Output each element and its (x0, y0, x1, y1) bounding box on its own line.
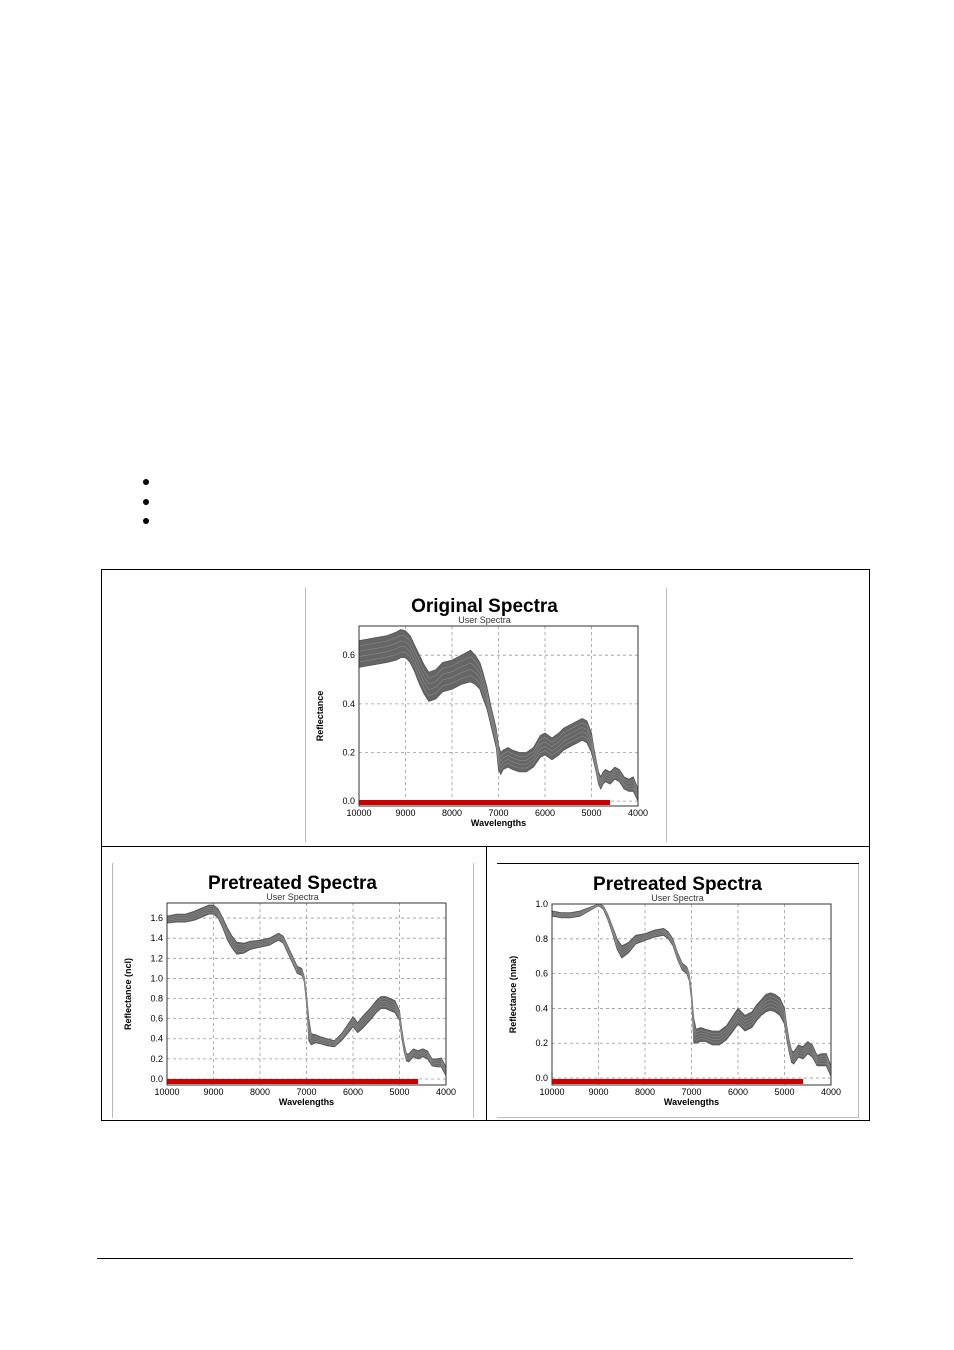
x-tick-label: 10000 (346, 808, 371, 818)
x-tick-label: 4000 (436, 1087, 456, 1097)
range-bar (552, 1079, 804, 1084)
x-tick-label: 6000 (343, 1087, 363, 1097)
spectrum-line (551, 904, 832, 1071)
x-tick-label: 6000 (728, 1087, 748, 1097)
y-tick-label: 0.6 (535, 969, 548, 979)
x-axis-label: Wavelengths (664, 1097, 719, 1107)
x-tick-label: 7000 (296, 1087, 316, 1097)
spectrum-line (166, 910, 447, 1073)
spectra-figure-table (101, 569, 870, 1121)
chart-svg: 10000 9000 8000 7000 6000 5000 4000 0.0 0.2 0.4 0.… (305, 588, 667, 842)
range-bar (167, 1079, 419, 1084)
x-tick-label: 8000 (250, 1087, 270, 1097)
y-tick-label: 0.0 (342, 796, 355, 806)
y-tick-label: 0.6 (150, 1014, 163, 1024)
spectrum-line (166, 908, 447, 1071)
spectrum-line (551, 904, 832, 1073)
chart-svg: 10000 9000 8000 7000 6000 5000 4000 0.0 0.2 0.4 0.… (112, 863, 474, 1118)
y-tick-label: 0.4 (535, 1003, 548, 1013)
x-axis-label: Wavelengths (279, 1097, 334, 1107)
x-tick-label: 7000 (681, 1087, 701, 1097)
spectrum-line (358, 640, 639, 794)
y-tick-label: 1.4 (150, 933, 163, 943)
x-tick-label: 9000 (395, 808, 415, 818)
x-tick-label: 4000 (821, 1087, 841, 1097)
y-tick-label: 0.0 (150, 1074, 163, 1084)
spectrum-line (166, 912, 447, 1075)
x-tick-label: 7000 (488, 808, 508, 818)
table-column-divider (486, 846, 487, 1120)
x-tick-label: 5000 (389, 1087, 409, 1097)
y-tick-label: 0.4 (150, 1034, 163, 1044)
footer-rule (97, 1258, 853, 1259)
spectrum-line (358, 646, 639, 797)
range-bar (359, 800, 611, 805)
y-tick-label: 0.6 (342, 650, 355, 660)
spectrum-line (358, 651, 639, 799)
chart-svg: 10000 9000 8000 7000 6000 5000 4000 0.0 0.2 0.4 0.… (497, 863, 859, 1118)
plot-border (166, 902, 447, 1086)
y-tick-label: 1.0 (150, 973, 163, 983)
x-tick-label: 8000 (442, 808, 462, 818)
x-tick-label: 8000 (635, 1087, 655, 1097)
pretreated-spectra-ncl-chart: 10000 9000 8000 7000 6000 5000 4000 0.0 0.2 0.4 0.… (112, 863, 474, 1118)
y-axis-label: Reflectance (nma) (508, 956, 518, 1034)
y-tick-label: 0.2 (150, 1054, 163, 1064)
plot-border (358, 625, 639, 807)
plot-border (551, 903, 832, 1086)
chart-subtitle: User Spectra (266, 892, 319, 902)
spectrum-line (166, 906, 447, 1069)
x-tick-label: 4000 (628, 808, 648, 818)
y-axis-label: Reflectance (315, 691, 325, 742)
chart-title: Pretreated Spectra (593, 874, 762, 895)
pretreated-spectra-nma-chart: 10000 9000 8000 7000 6000 5000 4000 0.0 0.2 0.4 0.… (497, 863, 859, 1118)
y-tick-label: 0.2 (342, 747, 355, 757)
y-tick-label: 1.2 (150, 953, 163, 963)
x-tick-label: 9000 (588, 1087, 608, 1097)
y-tick-label: 0.8 (150, 994, 163, 1004)
y-tick-label: 1.6 (150, 913, 163, 923)
x-tick-label: 10000 (539, 1087, 564, 1097)
chart-title: Original Spectra (411, 596, 558, 617)
spectrum-line (551, 905, 832, 1075)
chart-subtitle: User Spectra (458, 615, 511, 625)
y-tick-label: 0.4 (342, 699, 355, 709)
y-tick-label: 0.0 (535, 1073, 548, 1083)
spectrum-line (551, 903, 832, 1069)
x-tick-label: 6000 (535, 808, 555, 818)
table-row-divider (102, 846, 869, 847)
x-tick-label: 9000 (203, 1087, 223, 1097)
chart-title: Pretreated Spectra (208, 873, 377, 894)
x-tick-label: 5000 (774, 1087, 794, 1097)
y-tick-label: 0.2 (535, 1038, 548, 1048)
original-spectra-chart: 10000 9000 8000 7000 6000 5000 4000 0.0 0.2 0.4 0.… (305, 588, 667, 842)
x-axis-label: Wavelengths (471, 818, 526, 828)
y-axis-label: Reflectance (ncl) (123, 958, 133, 1030)
chart-subtitle: User Spectra (651, 893, 704, 903)
spectrum-line (358, 634, 639, 792)
y-tick-label: 0.8 (535, 934, 548, 944)
x-tick-label: 10000 (154, 1087, 179, 1097)
x-tick-label: 5000 (581, 808, 601, 818)
y-tick-label: 1.0 (535, 899, 548, 909)
